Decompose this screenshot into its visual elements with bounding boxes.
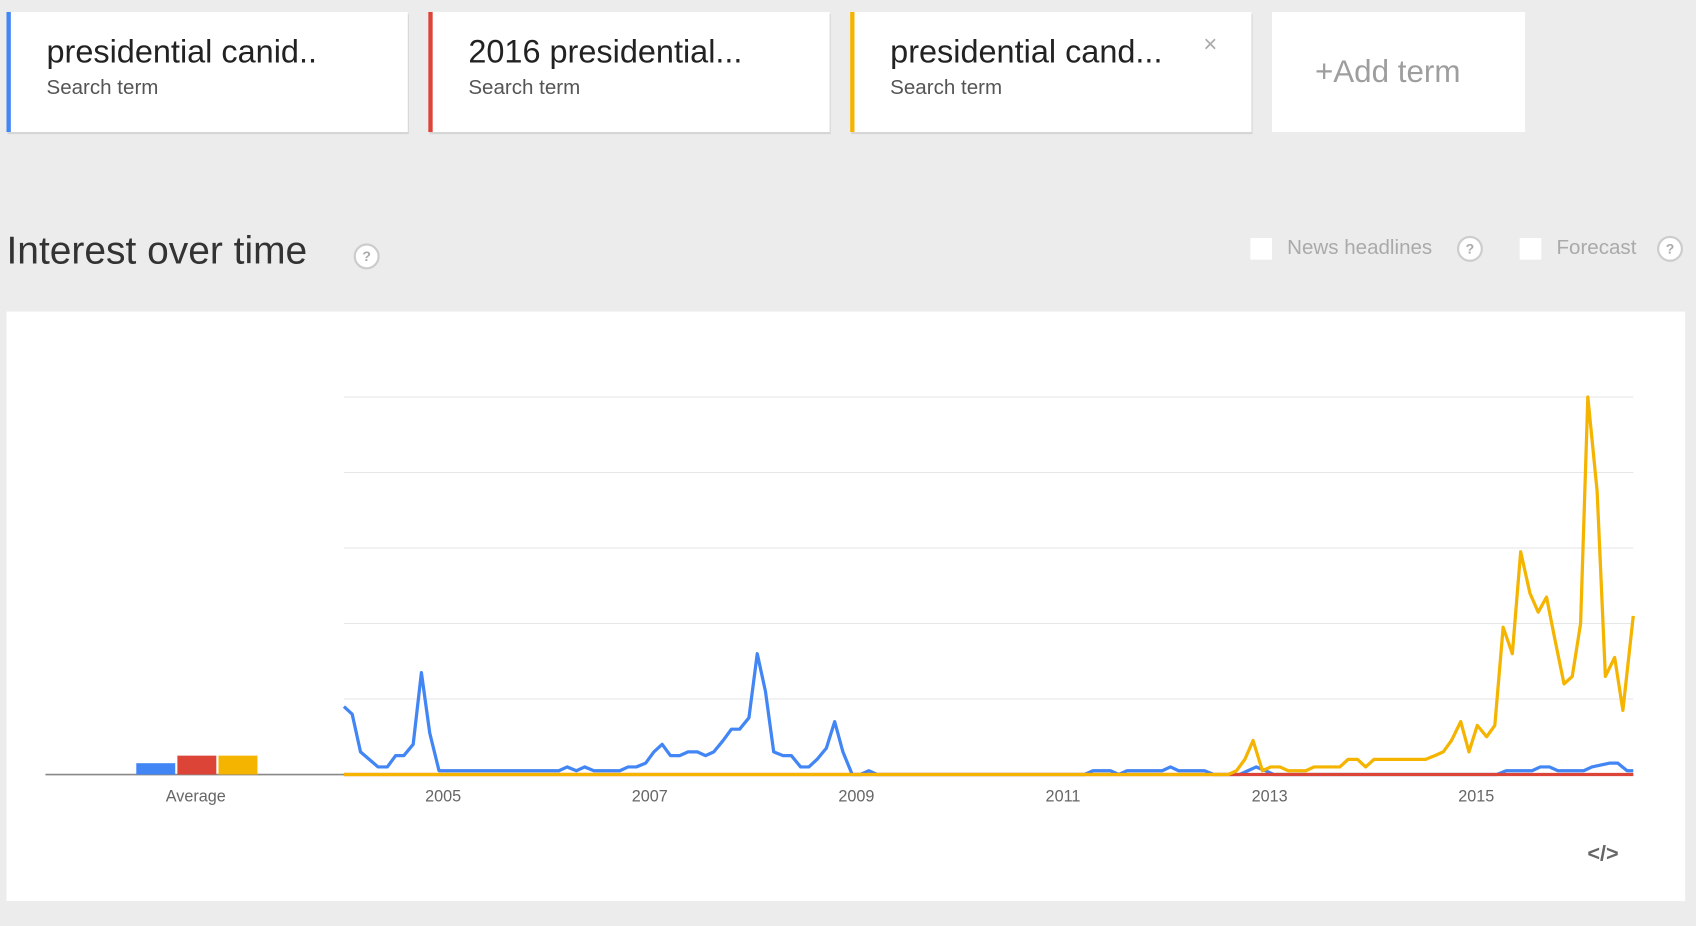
term-card[interactable] [428, 11, 830, 133]
term-color-bar [6, 11, 11, 133]
add-term-card[interactable]: +Add term [1272, 11, 1526, 133]
help-icon-circle[interactable] [1456, 235, 1483, 262]
x-tick-label: 2007 [632, 788, 668, 806]
help-icon-circle[interactable] [1657, 235, 1684, 262]
average-bar [136, 763, 176, 775]
term-color-bar [850, 11, 855, 133]
chart: 2005 2007 2009 2011 2013 2015 Average [45, 395, 1635, 806]
average-bar [177, 755, 217, 775]
term-card[interactable] [850, 11, 1252, 133]
term-cards: presidential canid.. Search term 2016 pres… [6, 11, 1253, 135]
help-icon[interactable]: ? [1466, 241, 1475, 257]
section-title: Interest over time [6, 229, 307, 272]
x-tick-label: 2011 [1046, 788, 1081, 806]
series-line [343, 395, 1635, 777]
x-tick-label: 2015 [1458, 788, 1494, 806]
chart-panel [6, 311, 1686, 902]
term-subtitle: Search term [890, 76, 1002, 99]
add-term-box[interactable] [1272, 11, 1526, 133]
x-tick-label: 2009 [838, 788, 874, 806]
term-title[interactable]: presidential canid.. [47, 34, 317, 70]
close-button[interactable]: × [1203, 31, 1217, 58]
checkbox[interactable] [1250, 238, 1272, 260]
term-subtitle: Search term [47, 76, 159, 99]
help-icon-circle[interactable] [353, 243, 380, 270]
x-tick-label: 2013 [1252, 788, 1288, 806]
average-bar [218, 755, 258, 775]
term-title[interactable]: presidential cand... [890, 34, 1162, 70]
option-label[interactable]: News headlines [1287, 236, 1432, 259]
help-icon[interactable]: ? [1666, 241, 1675, 257]
option-label[interactable]: Forecast [1556, 236, 1636, 259]
checkbox[interactable] [1519, 238, 1542, 260]
x-tick-label: 2005 [425, 788, 461, 806]
term-subtitle: Search term [468, 76, 580, 99]
average-label: Average [166, 788, 226, 806]
embed-icon[interactable]: </> [1587, 840, 1618, 865]
term-color-bar [428, 11, 433, 133]
help-icon[interactable]: ? [362, 248, 371, 264]
term-title[interactable]: 2016 presidential... [468, 34, 742, 70]
add-term[interactable]: +Add term [1315, 54, 1461, 89]
term-card[interactable] [6, 11, 408, 133]
